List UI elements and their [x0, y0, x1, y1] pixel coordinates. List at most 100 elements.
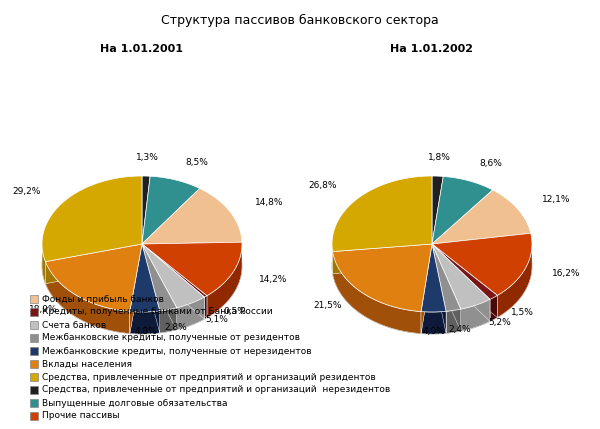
Text: 26,8%: 26,8%	[308, 181, 337, 190]
Text: Счета банков: Счета банков	[42, 320, 106, 329]
Text: 0,5%: 0,5%	[224, 307, 247, 316]
Polygon shape	[46, 244, 142, 284]
Polygon shape	[142, 244, 207, 318]
Text: Межбанковские кредиты, полученные от резидентов: Межбанковские кредиты, полученные от рез…	[42, 333, 300, 342]
Polygon shape	[42, 246, 46, 284]
Bar	[30, 399, 38, 407]
Polygon shape	[332, 244, 432, 311]
Bar	[30, 373, 38, 381]
Polygon shape	[130, 311, 160, 334]
Bar	[30, 321, 38, 329]
Polygon shape	[46, 244, 142, 284]
Polygon shape	[142, 244, 160, 333]
Text: 8,5%: 8,5%	[185, 158, 209, 167]
Polygon shape	[432, 244, 461, 331]
Polygon shape	[160, 308, 177, 333]
Text: 18,9%: 18,9%	[29, 305, 58, 314]
Polygon shape	[432, 176, 493, 244]
Text: 5,1%: 5,1%	[205, 315, 228, 324]
Text: Вклады населения: Вклады населения	[42, 360, 132, 369]
Polygon shape	[46, 244, 142, 311]
Text: 12,1%: 12,1%	[542, 195, 571, 204]
Text: 14,8%: 14,8%	[255, 199, 283, 208]
Polygon shape	[432, 244, 490, 309]
Polygon shape	[497, 244, 532, 317]
Polygon shape	[432, 244, 461, 331]
Polygon shape	[432, 244, 490, 321]
Text: На 1.01.2002: На 1.01.2002	[391, 44, 473, 54]
Bar	[30, 412, 38, 420]
Polygon shape	[432, 233, 532, 296]
Polygon shape	[205, 296, 207, 319]
Text: 4,8%: 4,8%	[134, 326, 157, 335]
Polygon shape	[130, 244, 160, 312]
Polygon shape	[177, 297, 205, 330]
Text: 5,2%: 5,2%	[488, 318, 511, 326]
Polygon shape	[332, 251, 421, 334]
Polygon shape	[142, 242, 242, 296]
Polygon shape	[142, 244, 160, 333]
Polygon shape	[421, 244, 432, 334]
Polygon shape	[432, 244, 446, 333]
Text: 29,2%: 29,2%	[12, 187, 40, 196]
Text: Средства, привлеченные от предприятий и организаций  нерезидентов: Средства, привлеченные от предприятий и …	[42, 386, 390, 395]
Text: Средства, привлеченные от предприятий и организаций резидентов: Средства, привлеченные от предприятий и …	[42, 372, 376, 381]
Polygon shape	[207, 244, 242, 318]
Text: 4,0%: 4,0%	[422, 326, 445, 335]
Text: Прочие пассивы: Прочие пассивы	[42, 411, 119, 420]
Text: 2,4%: 2,4%	[448, 324, 471, 333]
Polygon shape	[332, 244, 432, 274]
Text: Структура пассивов банковского сектора: Структура пассивов банковского сектора	[161, 14, 439, 27]
Text: 1,3%: 1,3%	[136, 153, 158, 162]
Text: Фонды и прибыль банков: Фонды и прибыль банков	[42, 294, 164, 303]
Polygon shape	[142, 244, 207, 297]
Polygon shape	[142, 188, 242, 244]
Text: 16,2%: 16,2%	[552, 269, 581, 278]
Polygon shape	[432, 176, 443, 244]
Polygon shape	[432, 244, 446, 333]
Text: 1,8%: 1,8%	[428, 153, 451, 162]
Polygon shape	[432, 244, 461, 311]
Polygon shape	[332, 244, 432, 274]
Bar	[30, 360, 38, 368]
Polygon shape	[332, 176, 432, 251]
Polygon shape	[432, 244, 497, 317]
Polygon shape	[432, 244, 497, 299]
Text: На 1.01.2001: На 1.01.2001	[101, 44, 184, 54]
Polygon shape	[142, 244, 177, 311]
Polygon shape	[142, 244, 205, 319]
Polygon shape	[432, 244, 490, 321]
Text: 2,8%: 2,8%	[164, 323, 187, 332]
Polygon shape	[130, 244, 142, 333]
Text: Кредиты, полученные банками от Банка России: Кредиты, полученные банками от Банка Рос…	[42, 308, 272, 317]
Bar	[30, 295, 38, 303]
Polygon shape	[432, 190, 531, 244]
Ellipse shape	[332, 198, 532, 334]
Text: 8,6%: 8,6%	[480, 159, 503, 168]
Polygon shape	[490, 296, 497, 321]
Polygon shape	[142, 244, 177, 330]
Bar	[30, 386, 38, 394]
Polygon shape	[42, 176, 142, 262]
Polygon shape	[142, 244, 205, 308]
Polygon shape	[46, 262, 130, 333]
Polygon shape	[130, 244, 142, 333]
Polygon shape	[142, 244, 207, 318]
Text: 21,5%: 21,5%	[313, 301, 341, 310]
Bar	[30, 334, 38, 342]
Bar	[30, 347, 38, 355]
Polygon shape	[142, 176, 200, 244]
Text: 1,5%: 1,5%	[511, 308, 534, 317]
Text: Межбанковские кредиты, полученные от нерезидентов: Межбанковские кредиты, полученные от нер…	[42, 347, 311, 356]
Text: 14,2%: 14,2%	[259, 275, 287, 284]
Bar	[30, 308, 38, 316]
Polygon shape	[142, 244, 177, 330]
Ellipse shape	[42, 198, 242, 334]
Polygon shape	[142, 176, 150, 244]
Polygon shape	[421, 244, 432, 334]
Text: Выпущенные долговые обязательства: Выпущенные долговые обязательства	[42, 399, 227, 408]
Polygon shape	[421, 244, 446, 312]
Polygon shape	[446, 309, 461, 333]
Polygon shape	[432, 244, 497, 317]
Polygon shape	[461, 299, 490, 331]
